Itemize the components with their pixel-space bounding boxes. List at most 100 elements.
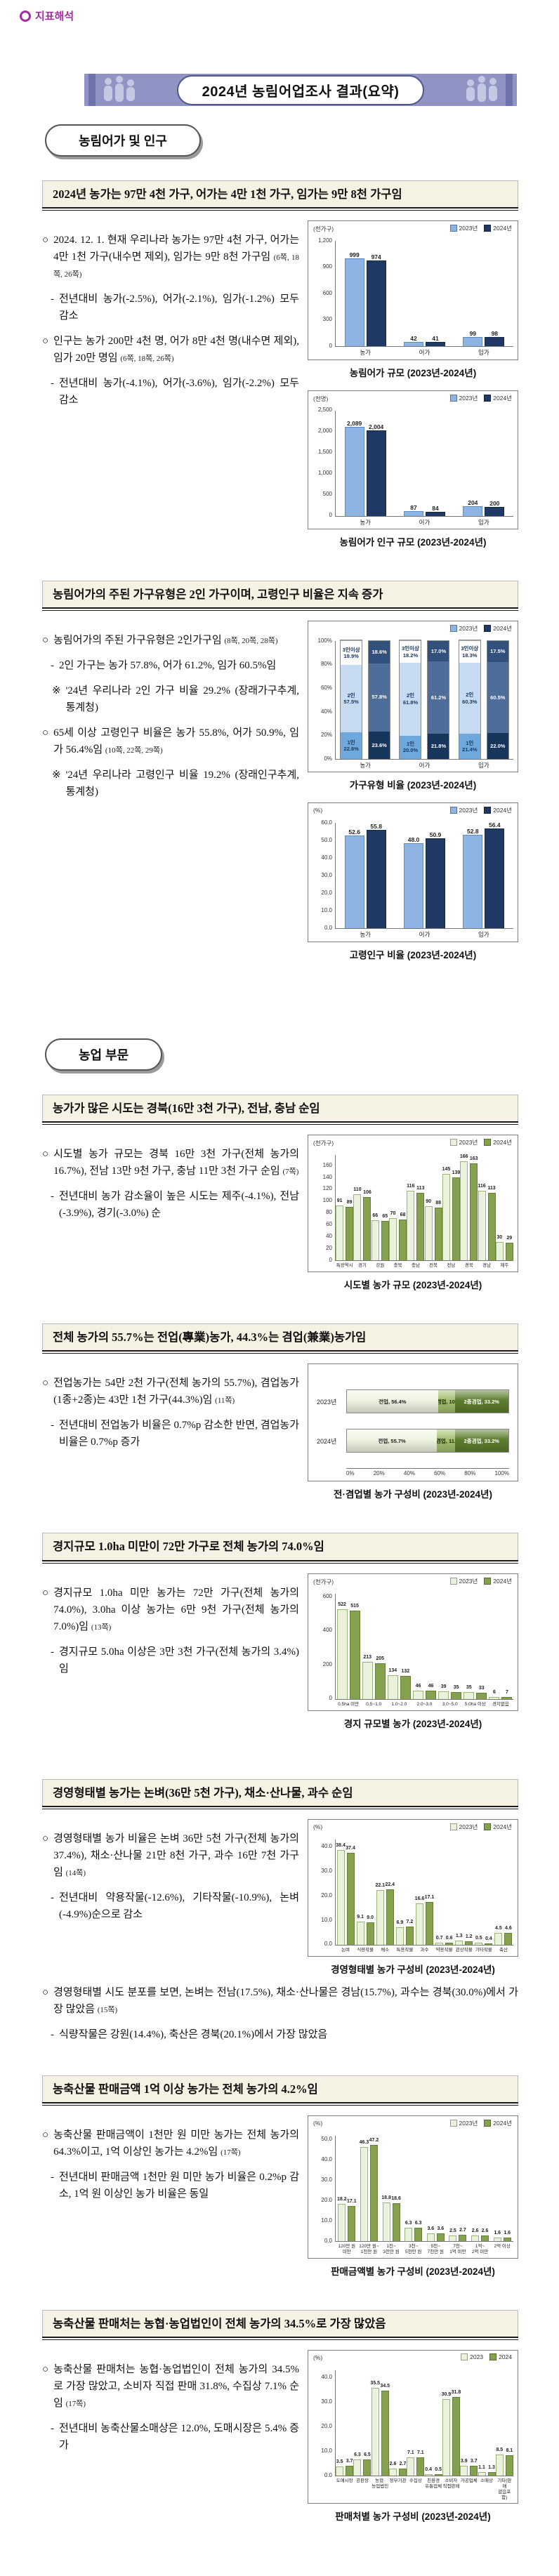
category-group: 3.5 3.7	[336, 2370, 354, 2476]
legend-label: 2024년	[493, 1823, 512, 1830]
section-paragraphs: ○ 2024. 12. 1. 현재 우리나라 농가는 97만 4천 가구, 어가는…	[42, 220, 299, 417]
x-tick-label: 60%	[434, 1470, 446, 1477]
legend-swatch-icon	[484, 1139, 492, 1147]
y-axis: 0 300 600 900 1,200	[311, 237, 335, 348]
chart-households-scale: (천가구) 2023년 2024년 0 300 600 900 1,200 999 974 42 41…	[308, 220, 518, 378]
chart-caption: 전·겸업별 농가 구성비 (2023년-2024년)	[334, 1489, 492, 1500]
divider	[42, 607, 518, 612]
page-reference: (17쪽)	[221, 2148, 241, 2158]
bar-value-label: 1.6	[504, 2230, 511, 2235]
category-group: 6.3 6.3	[402, 2136, 425, 2242]
chart-legend: 2023년 2024년	[449, 1138, 512, 1147]
y-tick-label: 10.0	[321, 2447, 332, 2454]
x-tick-label: 경기	[357, 1263, 367, 1269]
legend-item: 2023년	[449, 224, 478, 232]
section-title: 경영형태별 농가는 논벼(36만 5천 가구), 채소·산나물, 과수 순임	[42, 1778, 518, 1806]
bar: 18.6	[391, 2196, 401, 2242]
section-title: 2024년 농가는 97만 4천 가구, 어가는 4만 1천 가구, 임가는 9…	[42, 180, 518, 208]
bar-value-label: 3.7	[346, 2459, 353, 2464]
paragraph-text: 농림어가의 주된 가구유형은 2인가구임 (8쪽, 20쪽, 28쪽)	[53, 635, 278, 647]
bar: 52.6	[344, 828, 364, 929]
divider	[42, 1805, 518, 1809]
bar-value-label: 2.6	[471, 2228, 479, 2233]
bar-value-label: 91	[336, 1198, 343, 1204]
bar-value-label: 17.1	[424, 1895, 435, 1901]
category-group: 99 98	[454, 241, 513, 347]
plot-area: 0.0 10.0 20.0 30.0 40.0 38.4 37.4 9.1 9.0 22.1 22.…	[311, 1839, 513, 1947]
legend-swatch-icon	[449, 625, 457, 633]
category-group: 166 163	[460, 1154, 478, 1261]
bar-value-label: 6.3	[414, 2221, 422, 2226]
category-group: 1인 21.4% 2인 60.3% 3인이상 18.3% 22.0% 60.5% 17.5…	[454, 640, 513, 760]
legend-label: 2024년	[493, 2120, 512, 2127]
x-tick-label: 어가	[419, 518, 430, 526]
bar-value-label: 98	[491, 330, 499, 338]
x-tick-label: 80%	[464, 1470, 476, 1477]
legend-swatch-icon	[449, 1823, 457, 1830]
people-icon	[104, 76, 135, 102]
bar-segment: 60.5%	[487, 661, 508, 734]
section-paragraphs: ○ 시도별 농가 규모는 경북 16만 3천 가구(전체 농가의 16.7%), …	[42, 1135, 299, 1230]
bar-chart: (%) 2023년 2024년 0.0 10.0 20.0 30.0 40.0 38.4 37.4…	[308, 1818, 518, 1957]
bar: 1.6	[503, 2231, 511, 2242]
category-group: 46.3 47.2	[358, 2136, 381, 2242]
bar-value-label: 2.7	[459, 2228, 466, 2233]
x-tick-label: 농가	[360, 518, 371, 526]
bullet-marker: -	[51, 660, 54, 672]
y-tick-label: 2,500	[317, 407, 332, 414]
paragraph: ○ 농축산물 판매처는 농협·농업법인이 전체 농가의 34.5%로 가장 많았고…	[42, 2361, 299, 2412]
y-tick-label: 900	[322, 263, 332, 270]
bar: 132	[400, 1669, 411, 1699]
bar-value-label: 0.6	[445, 1935, 453, 1941]
bar-segment: 2종겸업, 33.2%	[454, 1429, 508, 1453]
category-group: 1인 20.0% 2인 61.8% 3인이상 18.2% 21.8% 61.2% 17.0…	[395, 640, 454, 760]
bar-value-label: 29	[506, 1235, 513, 1241]
y-tick-label: 160	[322, 1161, 332, 1168]
bar: 89	[346, 1200, 354, 1261]
y-tick-label: 120	[322, 1185, 332, 1192]
category-group: 116 113	[407, 1155, 424, 1261]
axis-unit-label: (%)	[313, 2354, 323, 2362]
y-tick-label: 10.0	[321, 1916, 332, 1923]
x-tick-label: 공판장	[355, 2478, 369, 2484]
bar-segment: 1인 22.6%	[341, 732, 362, 760]
bar: 0.7	[435, 1936, 444, 1945]
bar-value-label: 1.2	[465, 1934, 473, 1939]
x-tick-label: 정부기관	[389, 2478, 407, 2484]
x-tick-label: 약용작물	[435, 1947, 453, 1953]
category-group: 46 46	[412, 1594, 437, 1699]
legend-swatch-icon	[461, 2353, 468, 2361]
bar: 205	[374, 1656, 386, 1699]
chart-legend: 2023년 2024년	[449, 394, 512, 402]
group-label-agriculture: 농업 부문	[45, 1038, 163, 1071]
paragraph: ○ 전업농가는 54만 2천 가구(전체 농가의 55.7%), 겸업농가(1종+…	[42, 1375, 299, 1408]
bar-value-label: 139	[452, 1170, 461, 1175]
bar-value-label: 7.1	[416, 2450, 424, 2456]
bar: 7.1	[416, 2450, 425, 2476]
category-group: 6.9 7.2	[395, 1839, 414, 1945]
bar-value-label: 42	[410, 335, 417, 343]
y-axis: 0 500 1,000 1,500 2,000 2,500	[311, 407, 335, 518]
y-tick-label: 0.0	[324, 924, 332, 931]
bar: 29	[505, 1236, 513, 1261]
y-axis: 0 200 400 600	[311, 1594, 335, 1701]
bar: 116	[478, 1184, 486, 1261]
section-paragraphs: ○ 경영형태별 농가 비율은 논벼 36만 5천 가구(전체 농가의 37.4%)…	[42, 1819, 299, 1931]
section-title: 농축산물 판매처는 농협·농업법인이 전체 농가의 34.5%로 가장 많았음	[42, 2309, 518, 2337]
y-tick-label: 60.0	[321, 819, 332, 826]
y-tick-label: 20%	[320, 732, 332, 739]
bar-value-label: 33	[478, 1685, 485, 1691]
category-group: 48.0 50.9	[395, 823, 454, 929]
plot-area: 0 200 400 600 522 515 213 205 134 132 46 46 39 35 35 33…	[311, 1594, 513, 1701]
stacked-bar: 22.0% 60.5% 17.5%	[486, 640, 509, 760]
bar-value-label: 106	[363, 1189, 371, 1195]
x-axis: 농가 어가 임가	[336, 517, 513, 526]
bar-value-label: 35	[453, 1685, 459, 1691]
bar: 204	[463, 499, 483, 516]
page-top-label: 지표해석	[20, 8, 518, 23]
x-tick-label: 기타(판매 없음포함)	[497, 2478, 512, 2500]
bar: 113	[416, 1186, 424, 1261]
bullet-marker: ○	[42, 235, 49, 246]
